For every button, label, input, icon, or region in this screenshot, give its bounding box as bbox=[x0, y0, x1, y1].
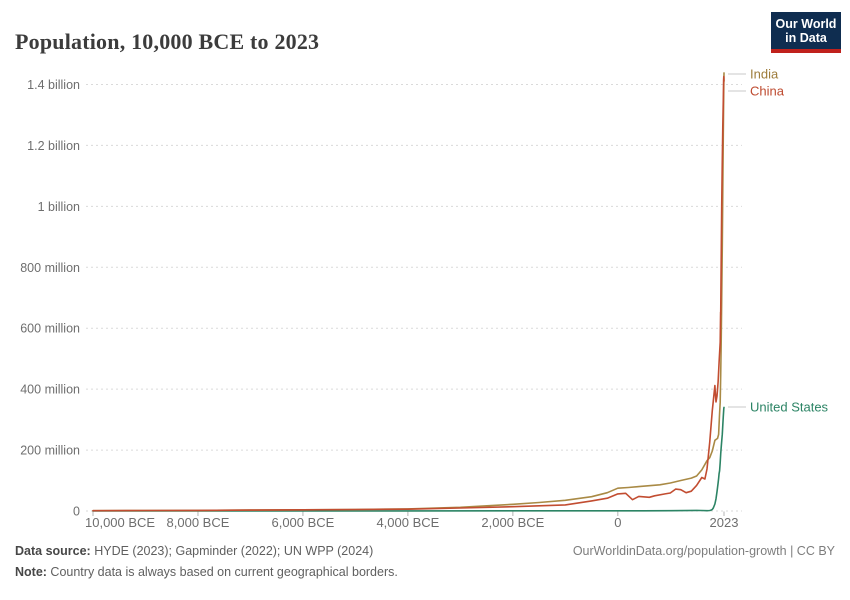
legend-label-india[interactable]: India bbox=[750, 67, 779, 82]
note-line: Note: Country data is always based on cu… bbox=[15, 562, 835, 583]
chart-footer: Data source: HYDE (2023); Gapminder (202… bbox=[15, 541, 835, 583]
owid-logo[interactable]: Our World in Data bbox=[771, 12, 841, 53]
legend-label-china[interactable]: China bbox=[750, 84, 785, 99]
y-axis-tick-label: 400 million bbox=[20, 383, 80, 397]
y-axis-tick-label: 0 bbox=[73, 505, 80, 519]
y-axis-tick-label: 800 million bbox=[20, 261, 80, 275]
population-line-chart[interactable]: 0 200 million 400 million 600 million 800 mi… bbox=[0, 0, 850, 538]
x-axis-tick-label: 4,000 BCE bbox=[376, 515, 439, 530]
x-axis-tick-label: 6,000 BCE bbox=[271, 515, 334, 530]
legend-label-united-states[interactable]: United States bbox=[750, 400, 829, 415]
series-line-india[interactable] bbox=[92, 72, 725, 512]
note-label: Note: bbox=[15, 565, 47, 579]
y-axis-tick-label: 600 million bbox=[20, 322, 80, 336]
page-title: Population, 10,000 BCE to 2023 bbox=[15, 28, 320, 54]
x-axis-tick-label: 0 bbox=[614, 515, 621, 530]
series-line-united-states[interactable] bbox=[92, 406, 725, 512]
data-source-text: HYDE (2023); Gapminder (2022); UN WPP (2… bbox=[90, 544, 374, 558]
x-axis-tick-label: 2,000 BCE bbox=[481, 515, 544, 530]
series-line-china[interactable] bbox=[92, 75, 725, 512]
owid-link[interactable]: OurWorldinData.org/population-growth | C… bbox=[572, 544, 835, 558]
x-axis-tick-label: 10,000 BCE bbox=[85, 515, 155, 530]
y-axis-tick-label: 200 million bbox=[20, 444, 80, 458]
data-source-label: Data source: bbox=[15, 544, 91, 558]
y-axis-tick-label: 1.2 billion bbox=[27, 139, 80, 153]
y-axis-tick-label: 1 billion bbox=[38, 200, 80, 214]
y-axis-tick-label: 1.4 billion bbox=[27, 78, 80, 92]
data-source-line: Data source: HYDE (2023); Gapminder (202… bbox=[15, 541, 835, 562]
owid-logo-line1: Our World bbox=[775, 17, 837, 31]
x-axis-tick-label: 2023 bbox=[710, 515, 739, 530]
note-text: Country data is always based on current … bbox=[46, 565, 398, 579]
owid-logo-line2: in Data bbox=[785, 31, 827, 45]
x-axis-tick-label: 8,000 BCE bbox=[167, 515, 230, 530]
